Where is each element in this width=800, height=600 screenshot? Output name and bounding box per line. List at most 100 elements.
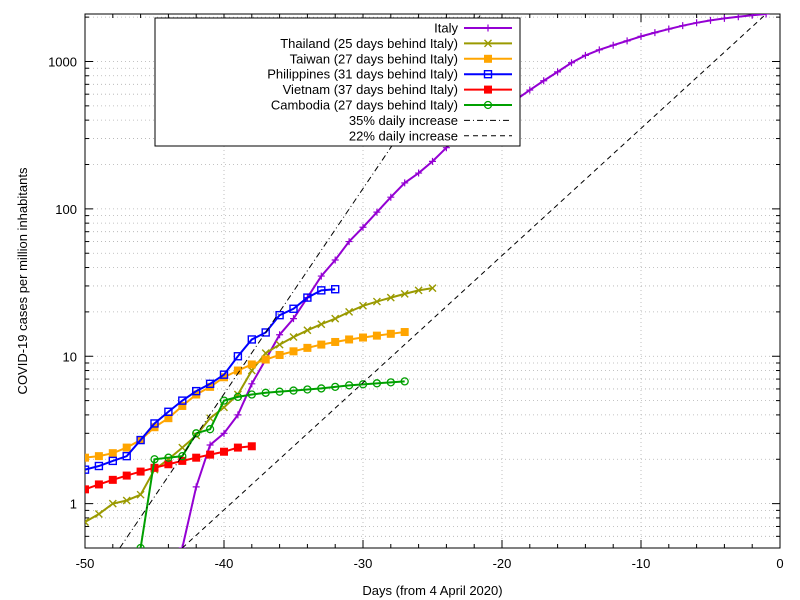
data-point (345, 335, 354, 344)
legend-marker (484, 39, 492, 48)
data-point (85, 453, 89, 462)
data-point (317, 320, 326, 329)
legend-box (154, 17, 521, 147)
x-tick-label: -10 (632, 556, 651, 571)
x-tick-label: -40 (215, 556, 234, 571)
legend-marker (484, 24, 492, 32)
data-point (122, 496, 131, 505)
data-point (122, 471, 131, 480)
x-tick-label: -20 (493, 556, 512, 571)
data-point (206, 441, 214, 449)
data-point (206, 414, 215, 423)
data-point (192, 453, 201, 462)
data-point (372, 379, 382, 388)
data-point (164, 407, 173, 416)
data-point (275, 387, 284, 396)
legend-label: 22% daily increase (349, 128, 458, 143)
x-axis-label: Days (from 4 April 2020) (362, 583, 502, 598)
data-point (303, 326, 312, 335)
data-point (428, 284, 437, 293)
series-5 (136, 377, 409, 548)
data-point (108, 499, 117, 508)
data-point (400, 289, 409, 298)
data-point (108, 456, 118, 466)
legend-marker (483, 100, 493, 110)
data-point (85, 485, 89, 494)
data-point (345, 307, 354, 316)
data-point (372, 331, 381, 340)
data-point (192, 429, 201, 438)
data-point (303, 293, 312, 302)
plot-frame (84, 13, 781, 549)
data-point (581, 51, 589, 59)
data-point (178, 443, 187, 452)
data-point (219, 370, 229, 379)
data-point (331, 314, 340, 323)
data-point (373, 208, 381, 216)
data-point (261, 388, 270, 397)
data-point (220, 429, 228, 437)
data-point (289, 333, 298, 342)
data-point (108, 475, 117, 484)
series-1 (85, 284, 437, 527)
data-point (344, 381, 354, 390)
data-point (359, 333, 367, 342)
data-point (595, 46, 603, 54)
data-point (331, 256, 339, 264)
data-point (345, 238, 353, 246)
series-3 (85, 285, 340, 474)
data-point (136, 490, 145, 499)
data-point (164, 453, 173, 462)
data-point (331, 382, 340, 391)
data-point (386, 293, 395, 302)
data-point (317, 272, 325, 280)
y-tick-label: 100 (55, 202, 77, 217)
data-point (247, 390, 256, 399)
series-line (85, 287, 433, 523)
data-point (233, 392, 243, 402)
data-point (94, 510, 103, 519)
data-point (275, 310, 284, 320)
data-point (108, 449, 117, 458)
y-tick-label: 1 (70, 497, 77, 512)
data-point (136, 543, 145, 548)
data-point (289, 304, 298, 313)
data-point (679, 22, 687, 30)
data-point (303, 385, 312, 394)
data-point (540, 77, 548, 85)
data-point (206, 450, 215, 459)
x-tick-label: -50 (76, 556, 95, 571)
data-point (275, 350, 284, 359)
data-point (205, 425, 215, 434)
data-point (734, 14, 742, 21)
data-point (414, 286, 423, 295)
data-point (233, 352, 243, 361)
data-point (122, 451, 131, 461)
data-point (261, 328, 270, 337)
data-point (358, 380, 368, 389)
legend-marker (484, 54, 492, 63)
data-point (85, 465, 90, 474)
data-point (290, 315, 297, 323)
data-point (247, 442, 256, 451)
y-axis-label: COVID-19 cases per million inhabitants (15, 167, 30, 394)
data-point (554, 68, 562, 76)
data-point (693, 19, 701, 27)
data-point (178, 401, 187, 410)
data-point (248, 380, 256, 388)
data-point (219, 396, 229, 405)
data-point (317, 384, 326, 393)
data-point (609, 41, 617, 49)
legend-label: Italy (434, 21, 458, 36)
data-point (372, 297, 381, 306)
data-point (150, 455, 159, 464)
data-point (387, 193, 395, 201)
data-point (94, 461, 104, 471)
data-point (331, 337, 340, 346)
series-line (181, 14, 767, 548)
data-point (429, 157, 436, 165)
data-point (415, 169, 423, 177)
data-point (526, 86, 534, 94)
data-point (762, 14, 770, 18)
